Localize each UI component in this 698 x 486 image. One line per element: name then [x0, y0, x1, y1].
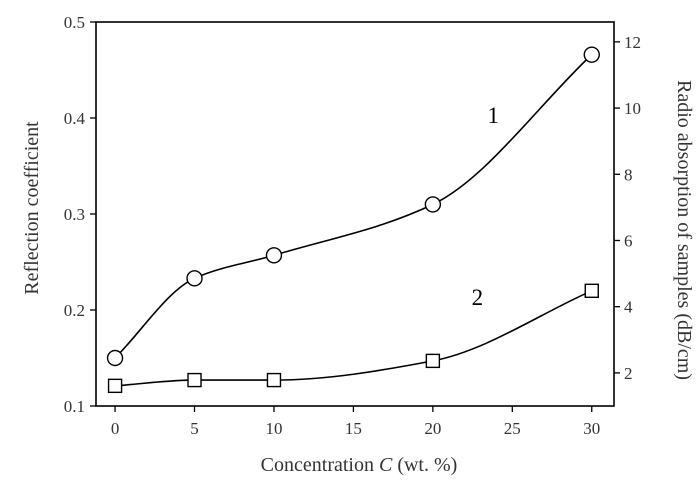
- y2-tick-label: 12: [624, 33, 641, 52]
- x-axis-title: Concentration C (wt. %): [261, 454, 458, 476]
- x-axis: 0 5 10 15 20 25 30: [111, 406, 600, 438]
- curve-label-2: 2: [472, 285, 484, 310]
- series-2-point: [187, 372, 202, 388]
- x-axis-title-unit: (wt. %): [397, 454, 457, 476]
- y2-tick-label: 10: [624, 99, 641, 118]
- series-2: [107, 283, 599, 394]
- x-tick-label: 20: [424, 419, 441, 438]
- x-tick-label: 5: [190, 419, 199, 438]
- curve-label-1: 1: [487, 103, 499, 128]
- series-2-point: [584, 283, 599, 298]
- x-axis-title-main: Concentration: [261, 454, 374, 476]
- x-tick-label: 25: [504, 419, 521, 438]
- series-2-point: [107, 378, 123, 394]
- x-tick-label: 0: [111, 419, 120, 438]
- y-axis-title: Reflection coefficient: [21, 121, 43, 295]
- y-tick-label: 0.2: [64, 301, 85, 320]
- y-axis-left: 0.1 0.2 0.3 0.4 0.5: [64, 13, 96, 416]
- plot-frame: [95, 21, 615, 407]
- annotation-group: 12: [472, 103, 499, 310]
- x-axis-title-var: C: [379, 454, 393, 476]
- series-2-point: [425, 353, 441, 369]
- y2-tick-label: 6: [624, 231, 633, 250]
- series-2-point: [266, 372, 282, 388]
- x-tick-label: 10: [265, 419, 282, 438]
- y-axis-right: 2 4 6 8 10 12: [614, 33, 641, 383]
- series-group: [106, 46, 600, 394]
- y2-tick-label: 2: [624, 364, 633, 383]
- series-1: [106, 46, 600, 367]
- y-tick-label: 0.4: [64, 109, 86, 128]
- series-1-line: [114, 54, 593, 359]
- series-2-line: [115, 290, 593, 387]
- series-1-point: [186, 270, 203, 287]
- y-tick-label: 0.3: [64, 205, 85, 224]
- y2-tick-label: 4: [624, 298, 633, 317]
- series-1-point: [583, 46, 600, 63]
- series-1-point: [265, 247, 283, 264]
- y-tick-label: 0.1: [64, 397, 85, 416]
- x-tick-label: 15: [345, 419, 362, 438]
- plot-border: [95, 21, 615, 407]
- series-1-point: [106, 349, 124, 367]
- series-1-point: [424, 196, 442, 213]
- y2-tick-label: 8: [624, 165, 633, 184]
- y2-axis-title: Radio absorption of samples (dB/cm): [673, 80, 695, 380]
- x-tick-label: 30: [583, 419, 600, 438]
- y-tick-label: 0.5: [64, 13, 85, 32]
